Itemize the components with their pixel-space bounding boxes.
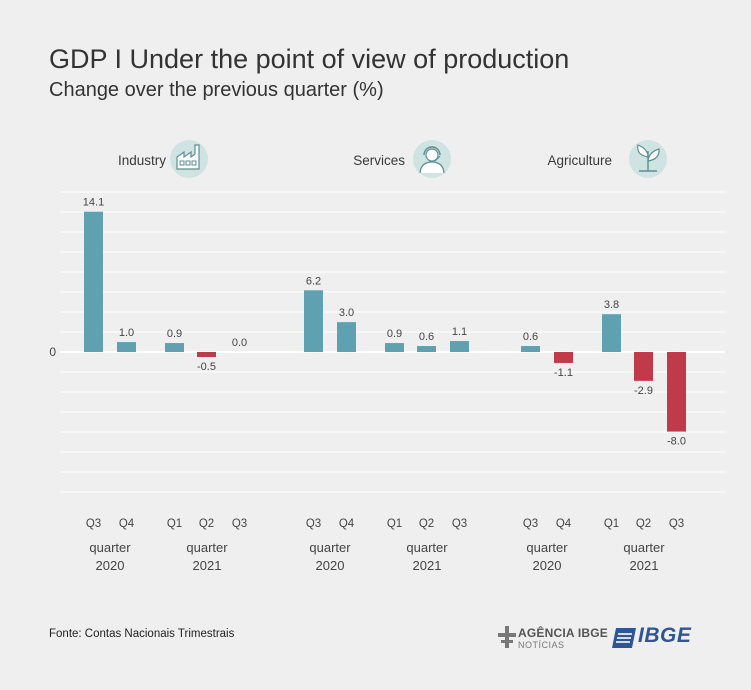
x-tick-label: Q4 bbox=[339, 518, 355, 530]
x-tick-label: Q3 bbox=[306, 518, 321, 530]
source-note: Fonte: Contas Nacionais Trimestrais bbox=[49, 628, 235, 640]
group-label: quarter bbox=[186, 540, 228, 555]
x-tick-label: Q1 bbox=[604, 518, 619, 530]
data-label: -2.9 bbox=[634, 385, 653, 397]
factory-icon bbox=[170, 140, 208, 178]
headset-person-icon bbox=[413, 140, 451, 178]
data-label: 0.9 bbox=[167, 328, 182, 340]
x-tick-label: Q2 bbox=[199, 518, 214, 530]
x-tick-label: Q1 bbox=[167, 518, 182, 530]
x-tick-label: Q3 bbox=[452, 518, 467, 530]
x-tick-label: Q4 bbox=[556, 518, 572, 530]
x-tick-label: Q3 bbox=[523, 518, 538, 530]
group-label: quarter bbox=[309, 540, 351, 555]
panel-title: Industry bbox=[118, 153, 166, 168]
data-label: 14.1 bbox=[83, 197, 104, 209]
data-label: -1.1 bbox=[554, 367, 573, 379]
agencia-title: AGÊNCIA IBGE bbox=[518, 626, 608, 640]
panel-title: Agriculture bbox=[547, 153, 612, 168]
data-label: 1.0 bbox=[119, 327, 134, 339]
x-tick-label: Q2 bbox=[636, 518, 651, 530]
data-label: 3.0 bbox=[339, 307, 354, 319]
bar bbox=[197, 352, 216, 357]
bar bbox=[602, 314, 621, 352]
data-label: -0.5 bbox=[197, 361, 216, 373]
group-year: 2021 bbox=[413, 558, 442, 573]
group-label: quarter bbox=[623, 540, 665, 555]
group-year: 2021 bbox=[630, 558, 659, 573]
group-year: 2020 bbox=[533, 558, 562, 573]
bar bbox=[667, 352, 686, 432]
data-label: 0.6 bbox=[419, 331, 434, 343]
bar-charts: Industry 14.1 Q3 1.0 Q4 0.9 Q1 -0.5 Q2 0.0 Q3 quart… bbox=[49, 140, 725, 573]
agencia-mark-icon bbox=[498, 626, 516, 648]
x-tick-label: Q3 bbox=[669, 518, 684, 530]
bar bbox=[385, 343, 404, 352]
group-year: 2020 bbox=[96, 558, 125, 573]
data-label: 1.1 bbox=[452, 326, 467, 338]
chart-subtitle: Change over the previous quarter (%) bbox=[49, 79, 384, 101]
plant-icon bbox=[629, 140, 667, 178]
data-label: 0.0 bbox=[232, 337, 247, 349]
group-label: quarter bbox=[406, 540, 448, 555]
bar bbox=[84, 211, 103, 352]
chart-title: GDP I Under the point of view of product… bbox=[49, 44, 570, 74]
x-tick-label: Q1 bbox=[387, 518, 402, 530]
data-label: -8.0 bbox=[667, 436, 686, 448]
agencia-subtitle: NOTÍCIAS bbox=[518, 640, 565, 650]
group-label: quarter bbox=[89, 540, 131, 555]
panel-title: Services bbox=[353, 153, 405, 168]
bar bbox=[304, 290, 323, 352]
zero-axis-label: 0 bbox=[49, 345, 56, 359]
x-tick-label: Q2 bbox=[419, 518, 434, 530]
bar bbox=[417, 346, 436, 352]
bar bbox=[337, 322, 356, 352]
x-tick-label: Q3 bbox=[86, 518, 101, 530]
x-tick-label: Q4 bbox=[119, 518, 135, 530]
x-tick-label: Q3 bbox=[232, 518, 247, 530]
group-year: 2020 bbox=[316, 558, 345, 573]
bar bbox=[554, 352, 573, 363]
data-label: 6.2 bbox=[306, 275, 321, 287]
bar bbox=[634, 352, 653, 381]
data-label: 0.9 bbox=[387, 328, 402, 340]
data-label: 3.8 bbox=[604, 299, 619, 311]
group-label: quarter bbox=[526, 540, 568, 555]
bar bbox=[117, 342, 136, 352]
bar bbox=[450, 341, 469, 352]
ibge-mark-icon bbox=[612, 628, 636, 648]
group-year: 2021 bbox=[193, 558, 222, 573]
bar bbox=[521, 346, 540, 352]
ibge-wordmark: IBGE bbox=[638, 624, 692, 647]
bar bbox=[165, 343, 184, 352]
data-label: 0.6 bbox=[523, 331, 538, 343]
